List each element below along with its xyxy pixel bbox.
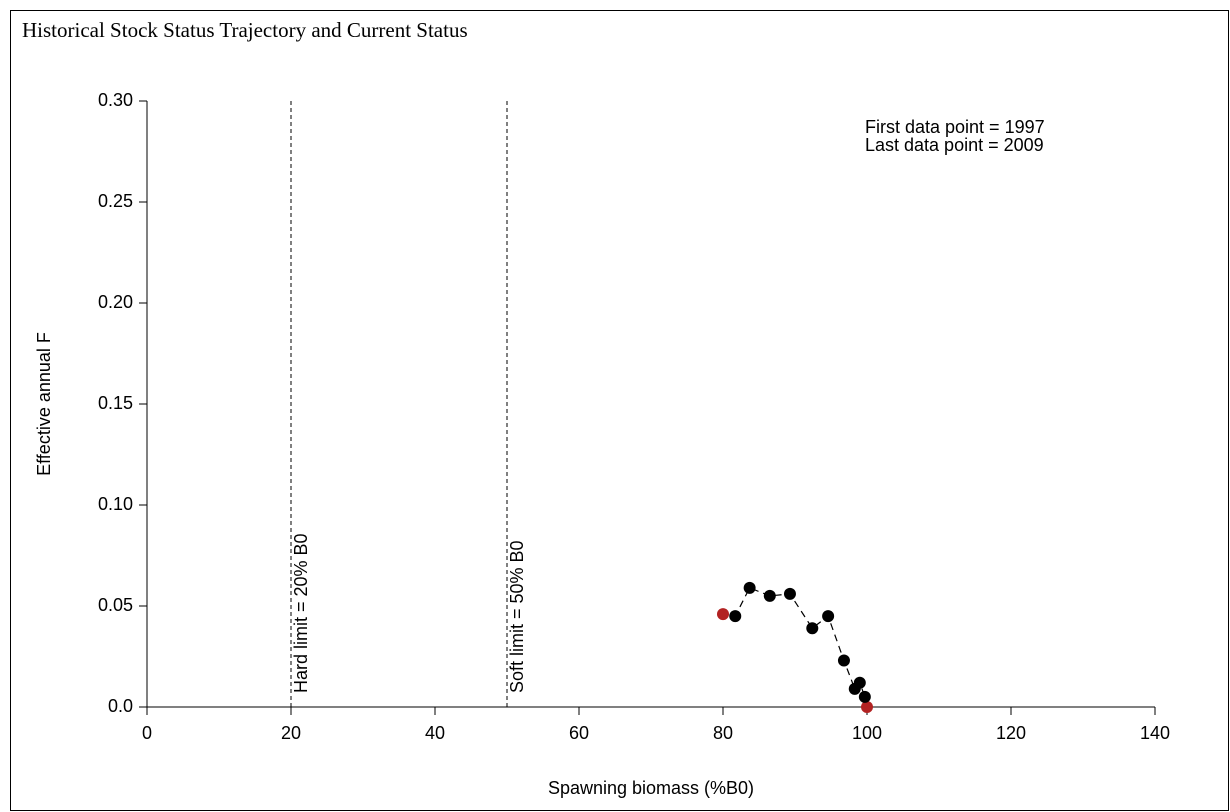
chart-title: Historical Stock Status Trajectory and C…	[22, 18, 468, 42]
x-tick-label: 20	[281, 723, 301, 743]
data-point	[848, 682, 861, 695]
y-tick-label: 0.30	[98, 90, 133, 110]
x-tick-label: 40	[425, 723, 445, 743]
x-axis-label: Spawning biomass (%B0)	[548, 778, 754, 798]
frame	[10, 10, 1229, 811]
y-tick-label: 0.15	[98, 393, 133, 413]
reference-label: Soft limit = 50% B0	[507, 540, 527, 693]
data-point	[822, 610, 835, 623]
trajectory-line	[722, 587, 868, 708]
data-point	[783, 587, 796, 600]
y-tick-label: 0.05	[98, 595, 133, 615]
reference-label: Hard limit = 20% B0	[291, 533, 311, 693]
data-point	[717, 608, 729, 621]
x-tick-label: 100	[852, 723, 882, 743]
x-tick-label: 140	[1140, 723, 1170, 743]
data-point	[743, 581, 756, 594]
data-point	[858, 690, 871, 703]
x-tick-label: 120	[996, 723, 1026, 743]
y-axis-label: Effective annual F	[34, 332, 54, 476]
annotation: First data point = 1997	[865, 117, 1045, 137]
y-tick-label: 0.10	[98, 494, 133, 514]
x-tick-label: 80	[713, 723, 733, 743]
y-tick-label: 0.0	[108, 696, 133, 716]
data-point	[763, 589, 776, 602]
data-point	[806, 622, 819, 635]
y-tick-label: 0.20	[98, 292, 133, 312]
data-point	[729, 610, 742, 623]
data-point	[861, 701, 873, 713]
y-tick-label: 0.25	[98, 191, 133, 211]
data-point	[837, 654, 850, 667]
annotation: Last data point = 2009	[865, 135, 1044, 155]
x-tick-label: 0	[142, 723, 152, 743]
x-tick-label: 60	[569, 723, 589, 743]
